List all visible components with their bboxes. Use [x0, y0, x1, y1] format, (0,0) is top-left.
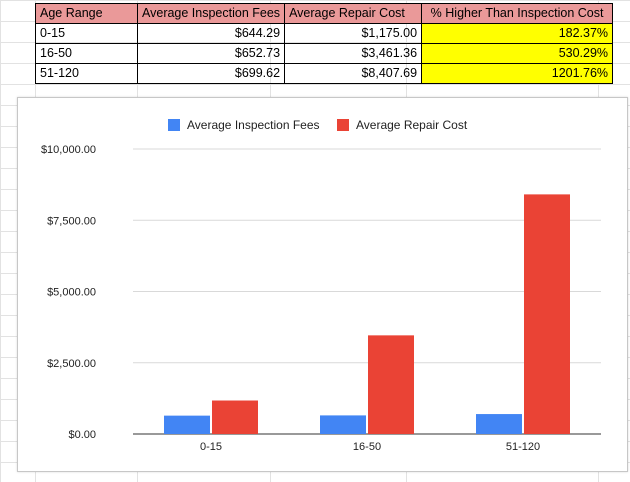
bar-repair-cost — [212, 400, 258, 434]
bar-inspection-fees — [476, 414, 522, 434]
table-cell[interactable]: 1201.76% — [421, 63, 614, 84]
legend-label: Average Inspection Fees — [187, 118, 320, 132]
table-cell[interactable]: $652.73 — [136, 43, 286, 64]
table-row: 0-15 $644.29 $1,175.00 182.37% — [35, 23, 614, 44]
bar-inspection-fees — [164, 415, 210, 434]
table-header-row: Age Range Average Inspection Fees Averag… — [35, 3, 614, 24]
table-header-cell[interactable]: Age Range — [35, 3, 138, 24]
table-cell[interactable]: $1,175.00 — [284, 23, 423, 44]
bar-chart: Average Inspection Fees Average Repair Co… — [41, 118, 601, 453]
table-header-cell[interactable]: % Higher Than Inspection Cost — [421, 3, 614, 24]
table-cell[interactable]: $699.62 — [136, 63, 286, 84]
bar-repair-cost — [368, 335, 414, 434]
table-cell[interactable]: $8,407.69 — [284, 63, 423, 84]
table-cell[interactable]: $644.29 — [136, 23, 286, 44]
table-header-cell[interactable]: Average Inspection Fees — [136, 3, 286, 24]
table-cell[interactable]: 530.29% — [421, 43, 614, 64]
bar-inspection-fees — [320, 415, 366, 434]
legend-swatch — [168, 119, 180, 131]
legend-label: Average Repair Cost — [356, 118, 468, 132]
table-header-cell[interactable]: Average Repair Cost — [284, 3, 423, 24]
chart-bars — [164, 194, 570, 434]
bar-repair-cost — [524, 194, 570, 434]
table-cell[interactable]: 182.37% — [421, 23, 614, 44]
table-cell[interactable]: 16-50 — [35, 43, 138, 64]
x-tick-label: 16-50 — [353, 441, 381, 453]
y-tick-label: $2,500.00 — [47, 358, 96, 370]
chart-container[interactable]: Average Inspection Fees Average Repair Co… — [17, 97, 628, 472]
table-cell[interactable]: $3,461.36 — [284, 43, 423, 64]
table-row: 51-120 $699.62 $8,407.69 1201.76% — [35, 63, 614, 84]
x-axis-labels: 0-15 16-50 51-120 — [200, 441, 540, 453]
table-cell[interactable]: 0-15 — [35, 23, 138, 44]
x-tick-label: 51-120 — [506, 441, 540, 453]
table-cell[interactable]: 51-120 — [35, 63, 138, 84]
y-tick-label: $10,000.00 — [41, 144, 96, 156]
y-tick-label: $7,500.00 — [47, 215, 96, 227]
x-tick-label: 0-15 — [200, 441, 222, 453]
table-row: 16-50 $652.73 $3,461.36 530.29% — [35, 43, 614, 64]
chart-legend: Average Inspection Fees Average Repair Co… — [168, 118, 468, 132]
legend-swatch — [337, 119, 349, 131]
y-tick-label: $0.00 — [68, 429, 96, 441]
y-axis-labels: $0.00 $2,500.00 $5,000.00 $7,500.00 $10,000.… — [41, 144, 96, 441]
chart-gridlines — [133, 148, 601, 435]
y-tick-label: $5,000.00 — [47, 287, 96, 299]
data-table: Age Range Average Inspection Fees Averag… — [35, 3, 614, 84]
